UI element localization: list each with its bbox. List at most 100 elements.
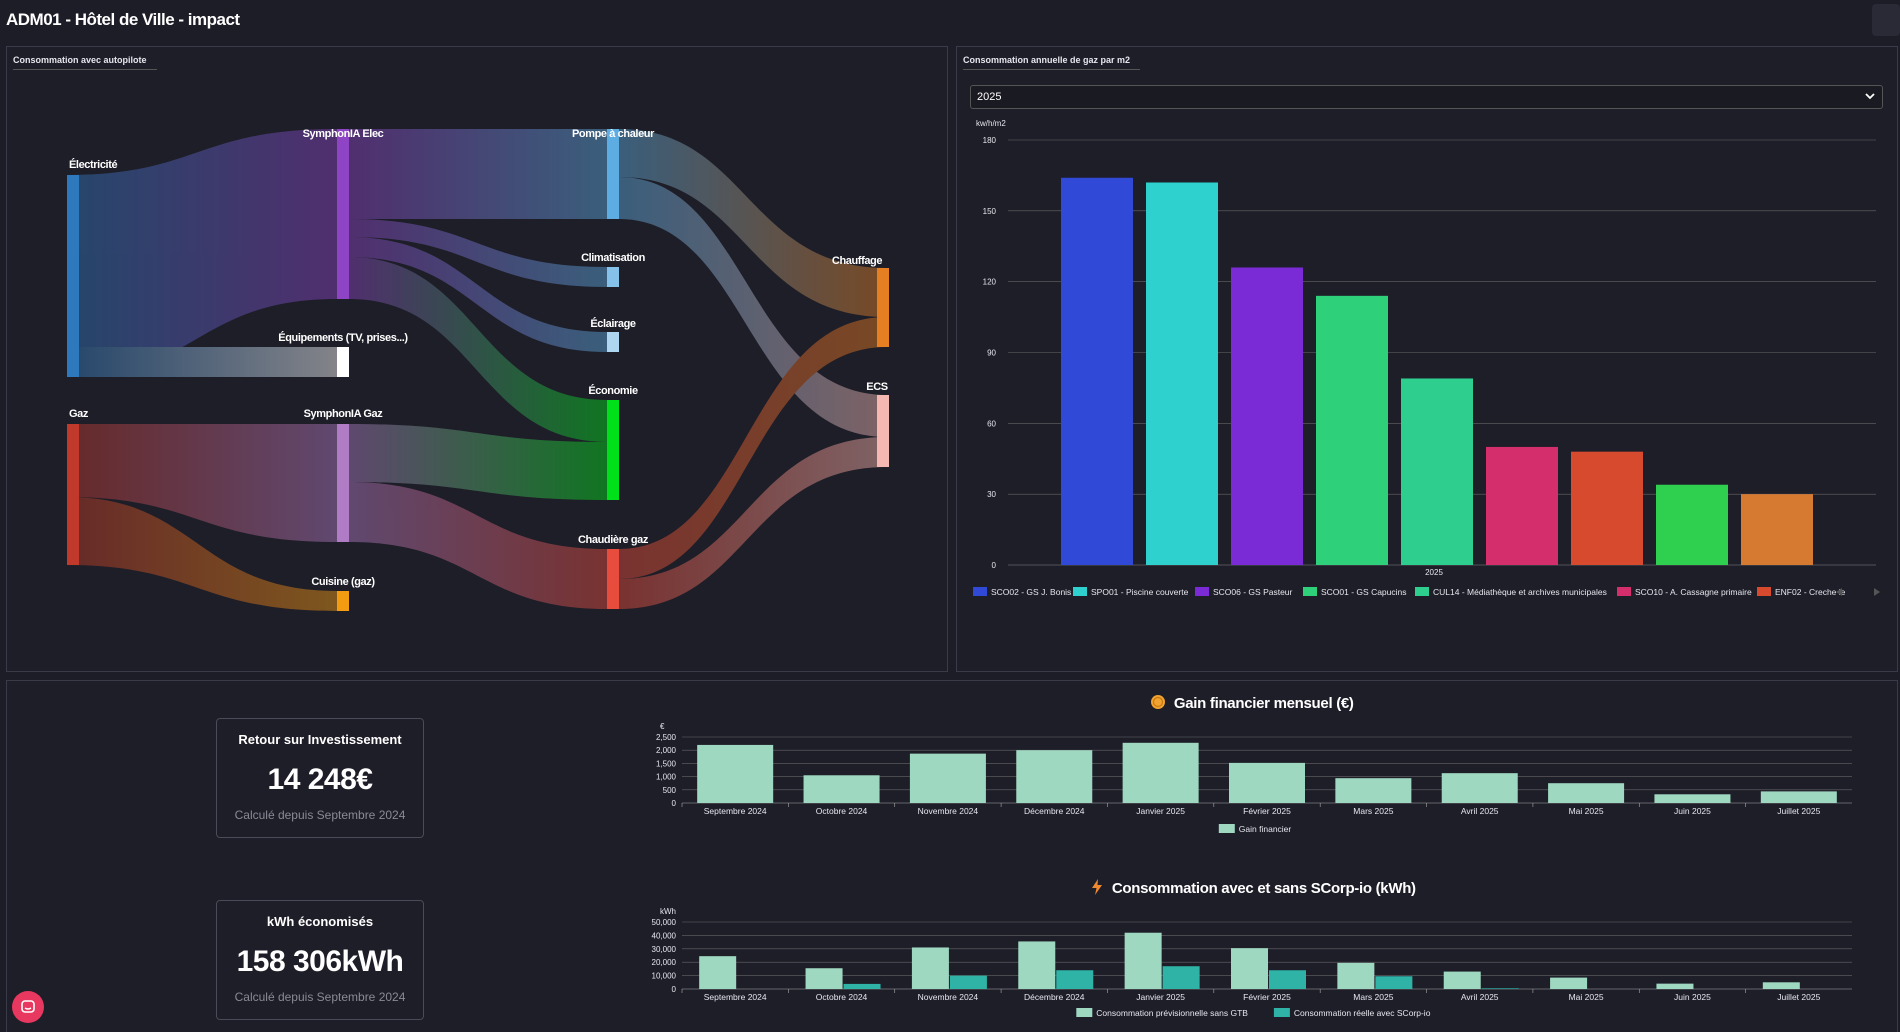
kwh-subtitle: Calculé depuis Septembre 2024 (234, 990, 406, 1004)
node-eclairage[interactable] (607, 332, 619, 352)
header-action-button[interactable] (1872, 4, 1900, 36)
bar-reelle[interactable] (843, 983, 881, 989)
bar-sco10[interactable] (1486, 446, 1558, 565)
bar-enf02[interactable] (1571, 451, 1643, 565)
x-tick-label: Février 2025 (1243, 806, 1291, 816)
legend-swatch (1273, 1008, 1290, 1017)
bar-gain[interactable] (1760, 791, 1837, 803)
x-tick-label: Janvier 2025 (1136, 806, 1185, 816)
legend-next-icon[interactable] (1874, 588, 1880, 596)
chat-launcher-button[interactable] (12, 991, 44, 1023)
node-chaudiere[interactable] (607, 549, 619, 609)
bar-sco06[interactable] (1231, 267, 1303, 566)
node-chauffage[interactable] (877, 268, 889, 347)
legend-item: SCO10 - A. Cassagne primaire (1635, 587, 1752, 597)
x-tick-label: Décembre 2024 (1024, 806, 1085, 816)
bar-gain[interactable] (803, 775, 880, 803)
gas-chart-title: Consommation annuelle de gaz par m2 (963, 55, 1141, 70)
y-axis-label: kWh (660, 907, 676, 916)
bar-reelle[interactable] (1481, 988, 1519, 989)
bar-previsionnelle[interactable] (1231, 948, 1268, 989)
bar-reelle[interactable] (1269, 970, 1306, 989)
bar-previsionnelle[interactable] (1124, 932, 1162, 989)
legend-swatch (1218, 824, 1235, 833)
node-elec[interactable] (67, 175, 79, 377)
bar-previsionnelle[interactable] (699, 956, 737, 989)
bar-gain[interactable] (697, 744, 774, 803)
node-cuisine[interactable] (337, 591, 349, 611)
bar-spo01[interactable] (1146, 182, 1218, 566)
year-select[interactable]: 2025 (970, 85, 1883, 109)
y-tick-label: 2,000 (656, 746, 677, 755)
bar-cul14[interactable] (1401, 378, 1473, 565)
kwh-card: kWh économisés 158 306kWh Calculé depuis… (216, 900, 424, 1020)
y-tick-label: 0 (672, 799, 677, 808)
node-gaz[interactable] (67, 424, 79, 565)
y-tick-label: 2,500 (656, 733, 677, 742)
bar-gain[interactable] (909, 753, 986, 803)
x-tick-label: Mai 2025 (1569, 992, 1604, 1002)
sankey-diagram: Électricité SymphonIA Elec Équipements (… (67, 128, 889, 611)
bar-gain[interactable] (1229, 762, 1305, 803)
bar-reelle[interactable] (1375, 976, 1413, 989)
y-tick-label: 30,000 (652, 945, 677, 954)
bar-gain[interactable] (1122, 742, 1199, 803)
bar-reelle[interactable] (949, 975, 987, 989)
bar-previsionnelle[interactable] (1443, 971, 1481, 989)
label-cuisine: Cuisine (gaz) (311, 576, 375, 588)
node-clim[interactable] (607, 267, 619, 287)
legend-swatch (1073, 587, 1087, 596)
x-tick-label: Juillet 2025 (1777, 992, 1820, 1002)
node-symph-gaz[interactable] (337, 424, 349, 542)
gas-chart-legend: SCO02 - GS J. Bonis SPO01 - Piscine couve… (973, 587, 1880, 597)
label-symph-elec: SymphonIA Elec (303, 128, 384, 140)
y-tick-label: 40,000 (652, 931, 677, 940)
conso-chart-title: Consommation avec et sans SCorp-io (kWh) (1111, 880, 1416, 897)
bar-gain[interactable] (1016, 750, 1093, 803)
bar-sco01[interactable] (1316, 295, 1388, 565)
label-eclairage: Éclairage (590, 317, 636, 330)
kwh-value: 158 306kWh (236, 945, 404, 978)
bar-series-9[interactable] (1741, 494, 1813, 565)
y-axis-label: kw/h/m2 (976, 119, 1006, 128)
roi-subtitle: Calculé depuis Septembre 2024 (234, 808, 406, 822)
bar-previsionnelle[interactable] (1656, 983, 1694, 989)
bar-gain[interactable] (1548, 783, 1625, 803)
bar-series-8[interactable] (1656, 484, 1728, 565)
legend-prev-icon[interactable] (1836, 588, 1842, 596)
label-gaz: Gaz (69, 408, 89, 420)
node-ecs[interactable] (877, 395, 889, 467)
bar-previsionnelle[interactable] (1018, 941, 1056, 989)
y-tick-label: 150 (983, 207, 997, 216)
legend-swatch (1617, 587, 1631, 596)
page-header: ADM01 - Hôtel de Ville - impact (0, 0, 1900, 42)
label-equip: Équipements (TV, prises...) (278, 331, 408, 344)
sankey-panel: Consommation avec autopilote (6, 46, 948, 672)
bar-previsionnelle[interactable] (1337, 962, 1375, 989)
y-tick-label: 30 (987, 490, 996, 499)
bar-previsionnelle[interactable] (1762, 982, 1800, 989)
bar-previsionnelle[interactable] (1550, 977, 1588, 989)
bar-gain[interactable] (1335, 778, 1412, 803)
bar-reelle[interactable] (1056, 970, 1094, 989)
bar-gain[interactable] (1441, 773, 1518, 803)
y-tick-label: 0 (672, 985, 677, 994)
y-tick-label: 20,000 (652, 958, 677, 967)
node-symph-elec[interactable] (337, 129, 349, 299)
bar-reelle[interactable] (1162, 966, 1200, 989)
bar-previsionnelle[interactable] (805, 968, 843, 989)
bar-gain[interactable] (1654, 794, 1731, 803)
bar-previsionnelle[interactable] (911, 947, 949, 989)
label-elec: Électricité (69, 158, 117, 171)
x-tick-label: Juin 2025 (1674, 992, 1711, 1002)
node-economie[interactable] (607, 400, 619, 500)
sankey-links (67, 129, 887, 611)
coin-icon (1151, 695, 1165, 709)
bar-sco02[interactable] (1061, 177, 1133, 565)
node-equip[interactable] (337, 347, 349, 377)
chat-icon (21, 1000, 35, 1013)
legend-item: SPO01 - Piscine couverte (1091, 587, 1189, 597)
node-pac[interactable] (607, 129, 619, 219)
y-tick-label: 50,000 (652, 918, 677, 927)
x-tick-label: Octobre 2024 (816, 806, 868, 816)
